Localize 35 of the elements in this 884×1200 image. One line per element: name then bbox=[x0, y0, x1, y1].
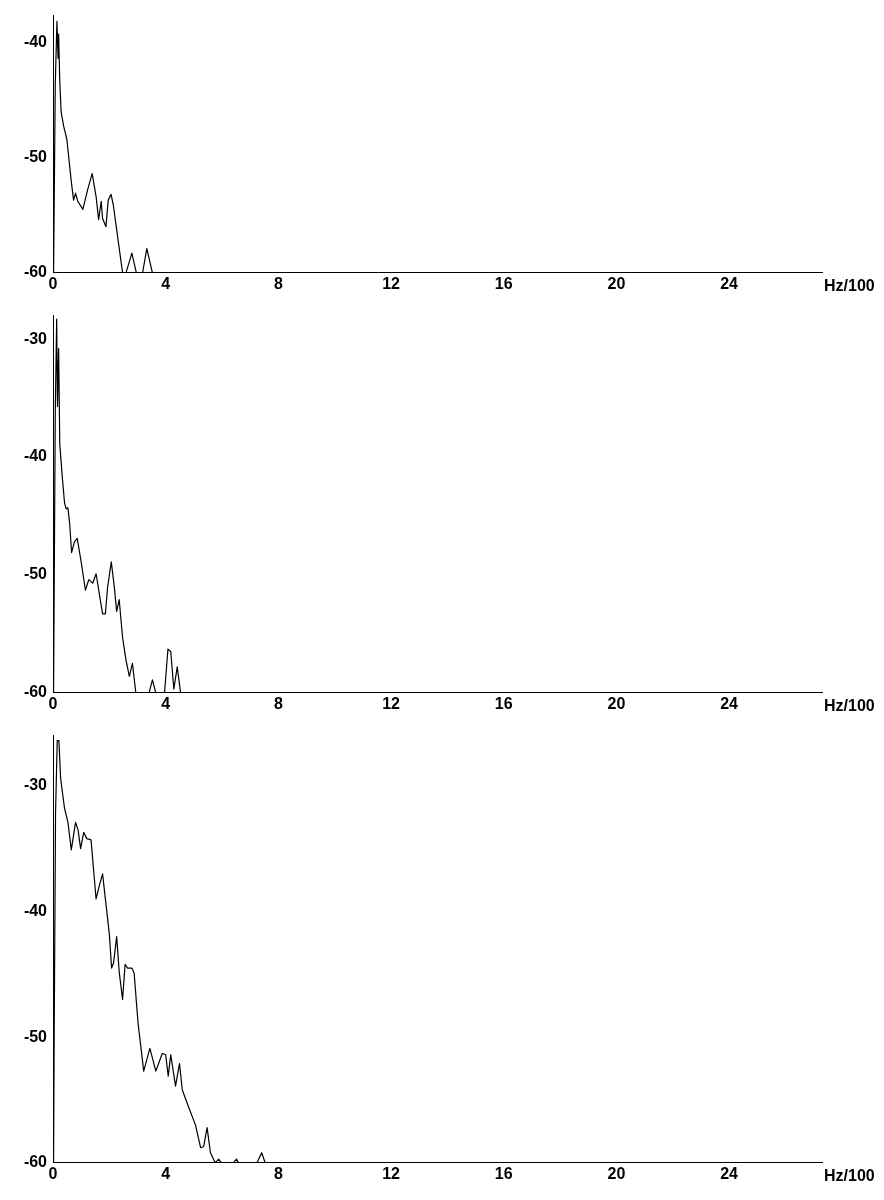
y-tick-label: -50 bbox=[23, 147, 48, 165]
y-tick-label: -40 bbox=[23, 447, 48, 465]
x-tick-label: 8 bbox=[273, 694, 283, 712]
x-tick-label: 4 bbox=[161, 274, 171, 292]
x-tick-label: 12 bbox=[382, 1164, 401, 1182]
x-axis-title: Hz/100 bbox=[824, 697, 875, 715]
x-tick-label: 4 bbox=[161, 1164, 171, 1182]
y-tick-label: -30 bbox=[23, 329, 48, 347]
x-tick-label: 0 bbox=[48, 1164, 58, 1182]
x-axis-title: Hz/100 bbox=[824, 1167, 875, 1185]
x-tick-label: 16 bbox=[494, 274, 513, 292]
x-tick-label: 8 bbox=[273, 274, 283, 292]
y-tick-label: -30 bbox=[23, 776, 48, 794]
y-tick-label: -50 bbox=[23, 1027, 48, 1045]
x-tick-label: 24 bbox=[720, 274, 739, 292]
x-tick-label: 0 bbox=[48, 694, 58, 712]
x-tick-label: 12 bbox=[382, 694, 401, 712]
x-tick-label: 20 bbox=[607, 694, 626, 712]
y-tick-label: -60 bbox=[23, 683, 48, 701]
x-tick-label: 16 bbox=[494, 1164, 513, 1182]
x-tick-label: 20 bbox=[607, 274, 626, 292]
x-tick-label: 8 bbox=[273, 1164, 283, 1182]
y-tick-label: -60 bbox=[23, 1153, 48, 1171]
x-tick-label: 0 bbox=[48, 274, 58, 292]
x-tick-label: 20 bbox=[607, 1164, 626, 1182]
x-tick-label: 12 bbox=[382, 274, 401, 292]
x-tick-label: 16 bbox=[494, 694, 513, 712]
y-tick-label: -60 bbox=[23, 263, 48, 281]
x-axis-title: Hz/100 bbox=[824, 277, 875, 295]
y-tick-label: -40 bbox=[23, 901, 48, 919]
x-tick-label: 24 bbox=[720, 694, 739, 712]
y-tick-label: -40 bbox=[23, 32, 48, 50]
x-tick-label: 24 bbox=[720, 1164, 739, 1182]
y-tick-label: -50 bbox=[23, 565, 48, 583]
x-tick-label: 4 bbox=[161, 694, 171, 712]
